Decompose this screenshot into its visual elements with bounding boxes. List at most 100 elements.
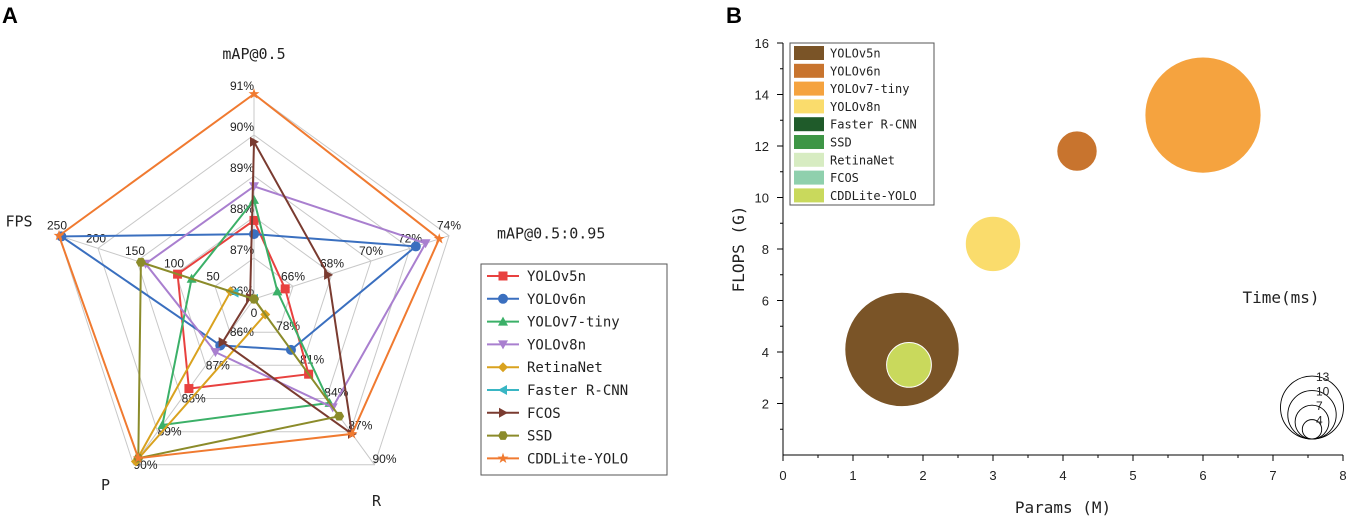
radar-point-yolov8n-p (210, 348, 221, 358)
x-tick-label: 4 (1059, 468, 1066, 483)
x-tick-label: 5 (1129, 468, 1136, 483)
radar-legend-marker-retinanet (498, 362, 508, 373)
radar-point-fcos-map-0-5 (250, 136, 259, 147)
radar-axis-name-fps: FPS (5, 213, 32, 231)
x-tick-label: 0 (779, 468, 786, 483)
radar-tick-label: 100 (164, 257, 184, 271)
radar-legend-label-fcos: FCOS (527, 406, 561, 422)
bubble-cddlite-yolo (886, 342, 932, 388)
radar-tick-label: 86% (230, 325, 254, 339)
bubble-legend-swatch-yolov5n (794, 46, 824, 60)
bubble-legend: YOLOv5n YOLOv6n YOLOv7-tiny YOLOv8n Faster R… (789, 42, 935, 206)
y-tick-label: 10 (755, 191, 769, 206)
radar-point-ssd-r (334, 411, 345, 421)
radar-point-yolov7-tiny-map-0-5 (249, 194, 259, 204)
radar-legend-marker-yolov6n (498, 293, 508, 304)
radar-tick-label: 88% (230, 202, 254, 216)
radar-point-fcos-p (218, 337, 228, 348)
radar-tick-label: 89% (230, 161, 254, 175)
radar-grid-ring (136, 175, 372, 399)
radar-point-cddlite-yolo-p (132, 452, 144, 463)
radar-tick-label: 66% (281, 269, 305, 283)
radar-point-yolov7-tiny-map-0-5-0-95 (272, 286, 283, 296)
radar-legend-label-yolov7-tiny: YOLOv7-tiny (527, 315, 620, 331)
x-tick-label: 7 (1269, 468, 1276, 483)
radar-line-yolov6n (58, 233, 419, 351)
radar-tick-label: 68% (320, 257, 344, 271)
size-legend-label-10: 10 (1316, 385, 1330, 399)
x-tick-label: 2 (919, 468, 926, 483)
y-tick-label: 6 (762, 294, 769, 309)
radar-point-yolov5n-map-0-5-0-95 (280, 284, 290, 294)
y-tick-label: 14 (755, 88, 769, 103)
radar-tick-label: 87% (230, 243, 254, 257)
bubble-legend-label-yolov5n: YOLOv5n (830, 47, 881, 61)
radar-tick-label: 150 (125, 244, 145, 258)
radar-point-cddlite-yolo-map-0-5 (248, 88, 260, 99)
y-tick-label: 4 (762, 345, 769, 360)
panel-label-a: A (2, 3, 18, 28)
y-tick-label: 16 (755, 36, 769, 51)
bubble-legend-swatch-cddlite-yolo (794, 188, 824, 203)
radar-axis-name-map-0-5: mAP@0.5 (222, 45, 285, 63)
size-legend-label-7: 7 (1316, 399, 1323, 413)
radar-axis-name-p: P (101, 476, 110, 494)
radar-legend-marker-yolov5n (498, 271, 508, 281)
bubble-marks (844, 56, 1262, 408)
x-tick-label: 1 (849, 468, 856, 483)
radar-series-fcos (218, 136, 358, 439)
bubble-legend-swatch-ssd (794, 135, 824, 149)
radar-legend-label-ssd: SSD (527, 429, 552, 445)
radar-tick-label: 200 (86, 231, 106, 245)
x-tick-label: 3 (989, 468, 996, 483)
x-tick-label: 8 (1339, 468, 1346, 483)
bubble-legend-label-fcos: FCOS (830, 171, 859, 185)
bubble-legend-swatch-yolov7-tiny (794, 81, 824, 96)
radar-series-cddlite-yolo (53, 88, 445, 463)
radar-point-yolov6n-map-0-5-0-95 (410, 241, 421, 252)
size-legend-label-4: 4 (1316, 414, 1323, 428)
size-legend-circle-4 (1301, 419, 1323, 440)
size-legend-circle-13 (1280, 375, 1344, 440)
radar-tick-label: 87% (206, 358, 230, 372)
bubble-legend-label-faster-r-cnn: Faster R-CNN (830, 118, 917, 132)
radar-axis-labels: mAP@0.5 86% 87% 88% 89% 90% 91% mAP@0.5:0.95 66%… (5, 45, 605, 510)
radar-point-ssd-fps (135, 257, 146, 267)
bubble-legend-label-yolov6n: YOLOv6n (830, 64, 881, 78)
radar-legend-label-faster-r-cnn: Faster R-CNN (527, 383, 628, 399)
radar-point-fcos-map-0-5-0-95 (324, 269, 334, 280)
bubble-legend-swatch-fcos (794, 170, 824, 185)
bubble-legend-label-yolov7-tiny: YOLOv7-tiny (830, 82, 909, 96)
radar-axis-name-r: R (372, 492, 382, 510)
bubble-legend-label-ssd: SSD (830, 136, 852, 150)
radar-spoke (133, 298, 255, 466)
radar-point-cddlite-yolo-fps (53, 229, 65, 241)
radar-legend-label-yolov8n: YOLOv8n (527, 337, 586, 353)
radar-tick-label: 90% (372, 452, 396, 466)
x-tick-label: 6 (1199, 468, 1206, 483)
radar-tick-label: 91% (230, 79, 254, 93)
y-tick-label: 8 (762, 242, 769, 257)
radar-line-fcos (221, 138, 354, 437)
radar-legend-marker-cddlite-yolo (497, 452, 509, 464)
radar-grid-ring (214, 257, 294, 333)
radar-legend-marker-faster-r-cnn (498, 385, 507, 395)
radar-tick-label: 50 (206, 269, 220, 283)
radar-point-yolov5n-map-0-5 (249, 215, 259, 225)
radar-point-yolov5n-p (184, 384, 194, 394)
radar-tick-label: 250 (47, 219, 67, 233)
bubble-yolov8n (964, 215, 1022, 273)
size-legend-label-13: 13 (1316, 370, 1330, 384)
radar-legend-label-yolov5n: YOLOv5n (527, 269, 586, 285)
radar-point-ssd-map-0-5-0-95 (249, 294, 259, 304)
radar-legend-marker-ssd (498, 431, 508, 440)
bubble-legend-swatch-yolov8n (794, 99, 824, 114)
radar-legend-label-yolov6n: YOLOv6n (527, 292, 586, 308)
radar-line-yolov7-tiny (161, 197, 331, 427)
panel-label-b: B (726, 3, 742, 28)
size-legend-circle-7 (1294, 404, 1330, 440)
radar-tick-label: 70% (359, 244, 383, 258)
radar-tick-label: 74% (437, 219, 461, 233)
